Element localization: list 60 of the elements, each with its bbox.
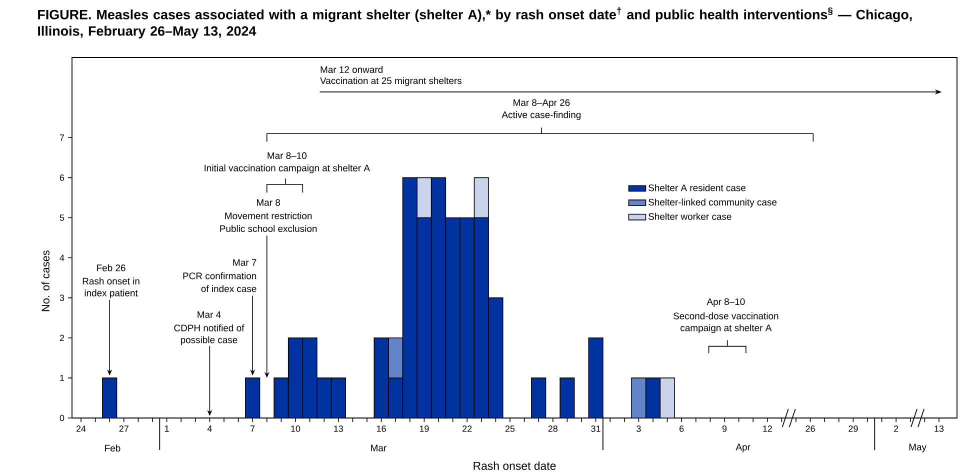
annotation: CDPH notified of — [174, 324, 244, 332]
annotation: Mar 8 — [257, 199, 280, 206]
x-tick-label: 10 — [291, 426, 300, 432]
y-axis-title: No. of cases — [41, 250, 50, 312]
y-tick-label: 6 — [60, 174, 64, 181]
annotation: Rash onset in — [82, 278, 140, 284]
y-tick-label: 1 — [60, 374, 64, 382]
x-tick-label: 31 — [591, 426, 600, 432]
x-tick-label: 26 — [806, 426, 815, 432]
annotation: Mar 12 onward — [320, 66, 383, 73]
text: Mar — [371, 444, 386, 452]
x-tick-label: 22 — [462, 426, 472, 432]
x-tick-label: 1 — [165, 426, 169, 432]
text: Feb — [105, 444, 120, 452]
chart-title: FIGURE. Measles cases associated with a migrant shelter (shelter A),* by rash onset date$^{†}$ and public health interventions$^{§}$ — Chicago, Illinois, February 26–May 13, 2024 — [38, 7, 912, 38]
x-tick-label: 27 — [119, 426, 128, 432]
x-tick-label: 4 — [207, 426, 212, 432]
x-tick-label: 25 — [505, 426, 515, 432]
x-tick-label: 29 — [848, 426, 858, 432]
x-tick-label: 7 — [250, 426, 255, 432]
annotation: Mar 8–Apr 26 — [514, 99, 570, 108]
x-tick-label: 24 — [76, 426, 86, 432]
annotation: index patient — [84, 289, 138, 298]
x-tick-label: 6 — [680, 426, 684, 432]
annotation: Active case-finding — [502, 111, 581, 120]
y-tick-label: 4 — [60, 254, 64, 261]
y-tick-label: 5 — [60, 214, 64, 221]
annotation: possible case — [180, 336, 238, 346]
annotation: Mar 7 — [233, 259, 256, 266]
annotation: Public school exclusion — [220, 225, 317, 232]
annotation: Mar 4 — [198, 311, 221, 318]
text: May — [909, 444, 926, 452]
y-tick-label: 0 — [60, 414, 64, 422]
annotation: PCR confirmation — [183, 272, 256, 280]
x-tick-label: 19 — [420, 426, 429, 432]
annotation: Vaccination at 25 migrant shelters — [320, 77, 462, 86]
annotation: Initial vaccination campaign at shelter A — [204, 164, 370, 174]
x-tick-label: 3 — [636, 426, 641, 432]
annotation: Movement restriction — [225, 212, 312, 220]
annotation: Feb 26 — [97, 264, 126, 272]
text: Apr — [736, 444, 750, 452]
x-tick-label: 28 — [548, 426, 558, 432]
legend-label: Shelter worker case — [648, 212, 732, 220]
legend-label: Shelter A resident case — [648, 184, 746, 192]
x-tick-label: 13 — [934, 426, 944, 432]
x-tick-label: 16 — [377, 426, 386, 432]
y-tick-label: 2 — [60, 334, 64, 342]
annotation: Apr 8–10 — [706, 298, 745, 307]
annotation: campaign at shelter A — [680, 324, 772, 334]
annotation: Second-dose vaccination — [673, 312, 778, 320]
x-tick-label: 12 — [763, 426, 772, 432]
x-tick-label: 2 — [894, 426, 898, 432]
annotation: Mar 8–10 — [268, 152, 307, 159]
y-tick-label: 3 — [60, 294, 64, 302]
x-tick-label: 9 — [722, 426, 727, 432]
x-tick-label: 13 — [334, 426, 343, 432]
x-axis-title: Rash onset date — [474, 462, 556, 470]
annotation: of index case — [201, 285, 256, 292]
legend-label: Shelter-linked community case — [648, 198, 777, 208]
y-tick-label: 7 — [60, 134, 64, 141]
